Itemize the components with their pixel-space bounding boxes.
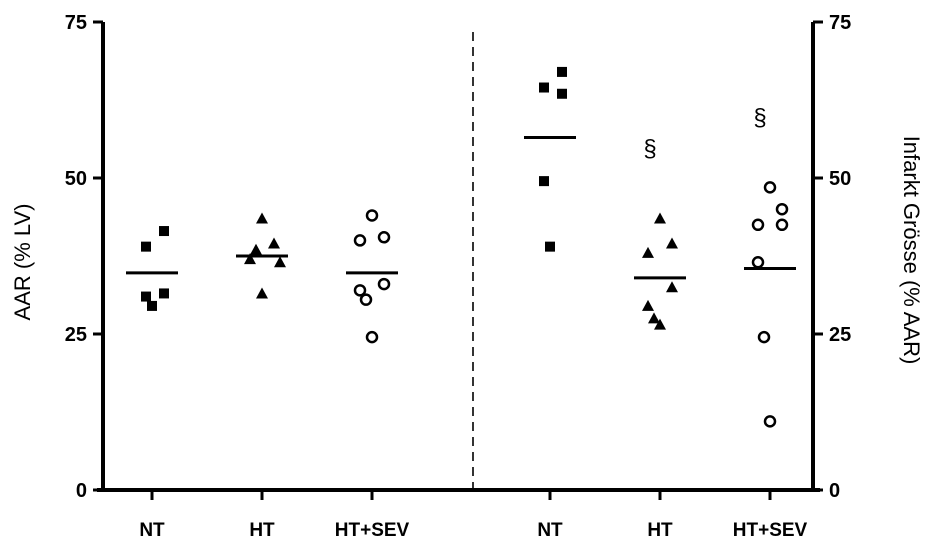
right-y-tick-label: 25 [829,324,851,346]
category-label: HT+SEV [733,520,808,541]
triangle-marker [244,253,256,265]
left-y-tick-label: 75 [65,12,87,34]
circle-marker [353,234,367,247]
circle-marker [763,181,777,194]
triangle-marker [666,237,678,249]
triangle-marker [654,212,666,224]
left-y-axis-title: AAR (% LV) [10,204,35,321]
category-label: HT [249,520,275,541]
square-marker [159,226,169,237]
right-y-tick-label: 0 [829,480,840,502]
circle-marker [365,330,379,344]
circle-marker [365,209,379,222]
circle-marker [751,218,765,232]
square-marker [557,88,567,99]
category-label: NT [537,520,563,541]
left-y-tick-label: 0 [76,480,87,502]
chart-labels: 0 25 50 75 0 25 50 75 AAR (% LV) Infarkt Grösse (… [10,12,924,541]
circle-marker [775,218,789,232]
significance-annotation: § [753,104,766,131]
circle-marker [751,255,765,269]
circle-marker [763,415,777,428]
square-marker [557,66,567,77]
chart-marks [126,66,796,428]
square-marker [545,241,555,252]
category-label: HT [647,520,673,541]
circle-marker [775,202,789,216]
triangle-marker [274,256,286,268]
triangle-marker [268,237,280,249]
square-marker [141,241,151,252]
triangle-marker [654,318,666,330]
square-marker [147,300,157,311]
triangle-marker [256,212,268,224]
triangle-marker [256,287,268,299]
triangle-marker [642,299,654,311]
square-marker [539,82,549,93]
circle-marker [359,293,373,306]
category-label: HT+SEV [335,520,410,541]
circle-marker [757,330,771,344]
right-y-axis-title: Infarkt Grösse (% AAR) [899,136,924,365]
triangle-marker [642,246,654,258]
chart-axes [93,20,823,500]
triangle-marker [648,312,660,324]
triangle-marker [250,243,262,255]
square-marker [141,291,151,302]
left-y-tick-label: 25 [65,324,87,346]
right-y-tick-label: 50 [829,168,851,190]
right-y-tick-label: 75 [829,12,851,34]
circle-marker [377,231,391,244]
category-label: NT [139,520,165,541]
significance-annotation: § [643,136,656,163]
circle-marker [377,277,391,291]
left-y-tick-label: 50 [65,168,87,190]
circle-marker [353,284,367,297]
square-marker [159,288,169,299]
triangle-marker [666,281,678,293]
square-marker [539,176,549,187]
